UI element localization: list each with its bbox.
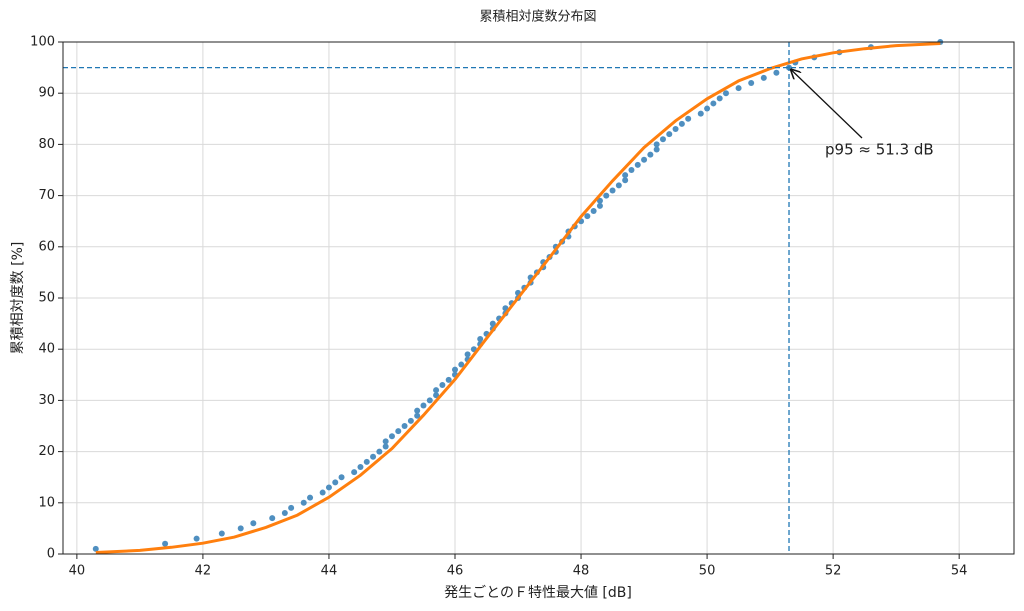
data-point xyxy=(300,499,307,506)
data-point xyxy=(269,515,276,522)
y-tick-label: 50 xyxy=(38,291,55,306)
data-point xyxy=(288,504,295,511)
data-point xyxy=(325,484,332,491)
data-point xyxy=(382,443,389,450)
data-point xyxy=(237,525,244,532)
data-point xyxy=(376,448,383,455)
data-point xyxy=(653,146,660,153)
data-point xyxy=(426,397,433,404)
data-point xyxy=(622,177,629,184)
data-point xyxy=(666,131,673,138)
annotation-arrow xyxy=(791,70,863,139)
data-point xyxy=(395,428,402,435)
data-point xyxy=(332,479,339,486)
y-tick-label: 60 xyxy=(38,239,55,254)
data-point xyxy=(92,545,99,552)
data-point xyxy=(439,382,446,389)
data-point xyxy=(162,540,169,547)
data-point xyxy=(634,161,641,168)
data-point xyxy=(250,520,257,527)
data-point xyxy=(615,182,622,189)
data-point xyxy=(193,535,200,542)
y-axis-label: 累積相対度数 [%] xyxy=(10,242,26,355)
x-tick-label: 46 xyxy=(447,564,464,579)
data-point xyxy=(678,120,685,127)
data-point xyxy=(401,423,408,429)
data-point xyxy=(414,412,421,419)
chart-title: 累積相対度数分布図 xyxy=(479,9,596,25)
data-point xyxy=(420,402,427,409)
data-point xyxy=(590,207,597,214)
data-point xyxy=(382,438,389,445)
data-point xyxy=(370,453,377,460)
data-point xyxy=(659,136,666,143)
x-axis-label: 発生ごとのＦ特性最大値 [dB] xyxy=(444,585,632,601)
data-point xyxy=(641,156,648,163)
y-tick-label: 0 xyxy=(47,547,55,562)
x-tick-label: 52 xyxy=(825,564,842,579)
data-point xyxy=(596,202,603,209)
data-point xyxy=(596,197,603,204)
data-point xyxy=(697,110,704,117)
annotation: p95 ≈ 51.3 dB xyxy=(825,141,934,159)
y-tick-label: 70 xyxy=(38,188,55,203)
data-point xyxy=(307,494,314,501)
data-point xyxy=(281,510,288,517)
data-point xyxy=(735,85,742,92)
x-tick-label: 54 xyxy=(951,564,968,579)
data-point xyxy=(489,320,496,327)
x-tick-label: 44 xyxy=(321,564,338,579)
data-point xyxy=(319,489,326,496)
data-point xyxy=(218,530,225,537)
data-point xyxy=(357,463,364,470)
data-point xyxy=(710,100,717,107)
y-tick-label: 10 xyxy=(38,495,55,510)
fit-curve xyxy=(95,42,941,554)
data-point xyxy=(760,74,767,81)
data-point xyxy=(363,458,370,465)
x-tick-label: 42 xyxy=(195,564,212,579)
data-point xyxy=(653,141,660,148)
data-point xyxy=(338,474,345,481)
data-point xyxy=(716,95,723,102)
x-tick-label: 40 xyxy=(69,564,86,579)
data-point xyxy=(773,69,780,76)
y-tick-label: 40 xyxy=(38,342,55,357)
data-point xyxy=(388,433,395,440)
data-point xyxy=(647,151,654,158)
data-point xyxy=(407,417,414,424)
plot-frame xyxy=(62,41,1015,555)
data-point xyxy=(414,407,421,414)
data-point xyxy=(458,361,465,368)
data-point xyxy=(451,366,458,373)
y-tick-label: 20 xyxy=(38,444,55,459)
data-point xyxy=(433,392,440,399)
y-tick-label: 90 xyxy=(38,86,55,101)
data-point xyxy=(672,126,679,133)
data-point xyxy=(722,90,729,97)
y-tick-label: 100 xyxy=(30,35,55,50)
data-point xyxy=(464,351,471,358)
data-point xyxy=(704,105,711,112)
data-point xyxy=(622,172,629,179)
y-tick-label: 80 xyxy=(38,137,55,152)
y-tick-label: 30 xyxy=(38,393,55,408)
data-point xyxy=(685,115,692,122)
x-tick-label: 50 xyxy=(699,564,716,579)
data-point xyxy=(351,469,358,476)
data-point xyxy=(502,305,509,312)
data-point xyxy=(477,335,484,342)
data-point xyxy=(433,387,440,394)
data-point xyxy=(628,167,635,173)
data-point xyxy=(584,213,591,220)
data-point xyxy=(445,376,452,383)
data-point xyxy=(748,79,755,86)
data-point xyxy=(603,192,610,199)
data-point xyxy=(609,187,616,194)
x-tick-label: 48 xyxy=(573,564,590,579)
